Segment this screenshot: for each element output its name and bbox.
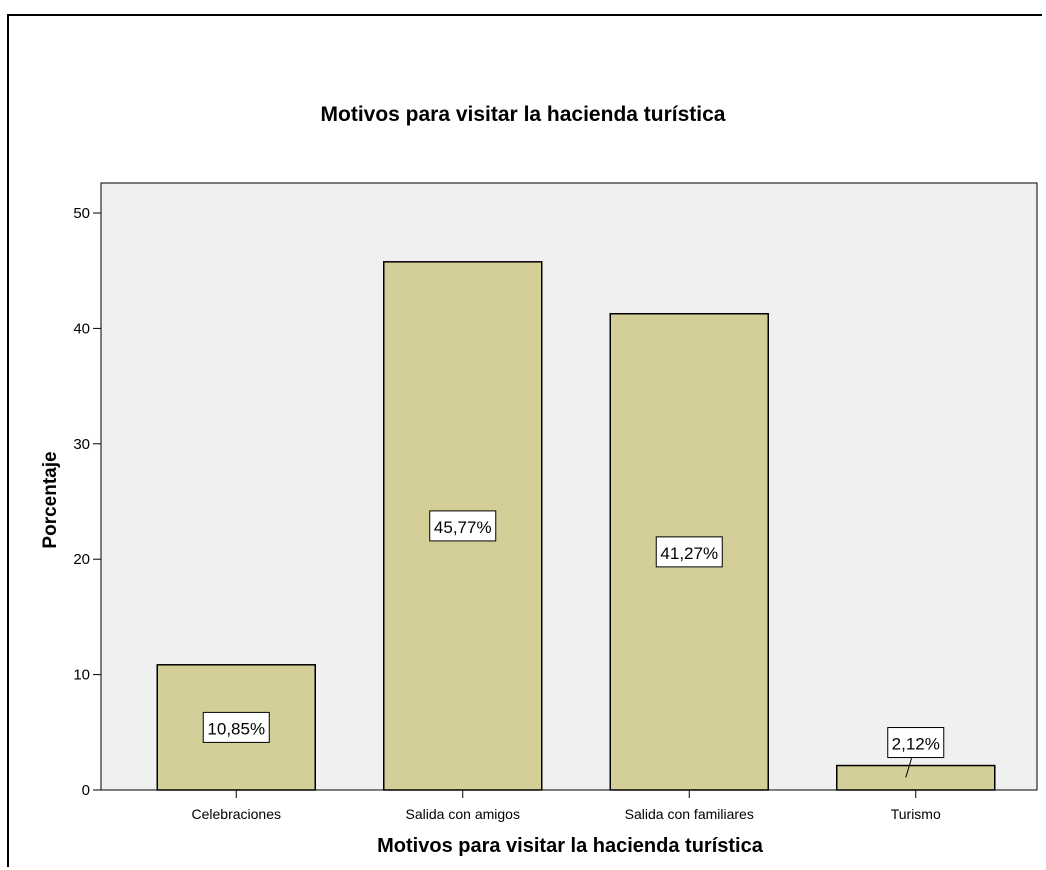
y-axis: 0 10 20 30 40 50 (73, 205, 101, 799)
x-tick-label: Turismo (891, 806, 941, 822)
x-tick-label: Celebraciones (192, 806, 282, 822)
x-axis: Celebraciones Salida con amigos Salida con… (192, 790, 941, 822)
x-axis-title: Motivos para visitar la hacienda turísti… (0, 835, 1046, 858)
data-label: 10,85% (207, 719, 265, 738)
y-tick-label: 50 (73, 205, 90, 222)
y-tick-label: 40 (73, 320, 90, 337)
x-tick-label: Salida con familiares (625, 806, 754, 822)
y-tick-label: 20 (73, 551, 90, 568)
y-tick-label: 30 (73, 436, 90, 453)
bar (837, 766, 995, 790)
y-axis-title: Porcentaje (40, 451, 62, 548)
data-label: 45,77% (434, 518, 492, 537)
data-label: 2,12% (892, 735, 940, 754)
x-tick-label: Salida con amigos (406, 806, 520, 822)
y-tick-label: 10 (73, 667, 90, 684)
y-tick-label: 0 (82, 782, 90, 799)
data-label: 41,27% (660, 544, 718, 563)
